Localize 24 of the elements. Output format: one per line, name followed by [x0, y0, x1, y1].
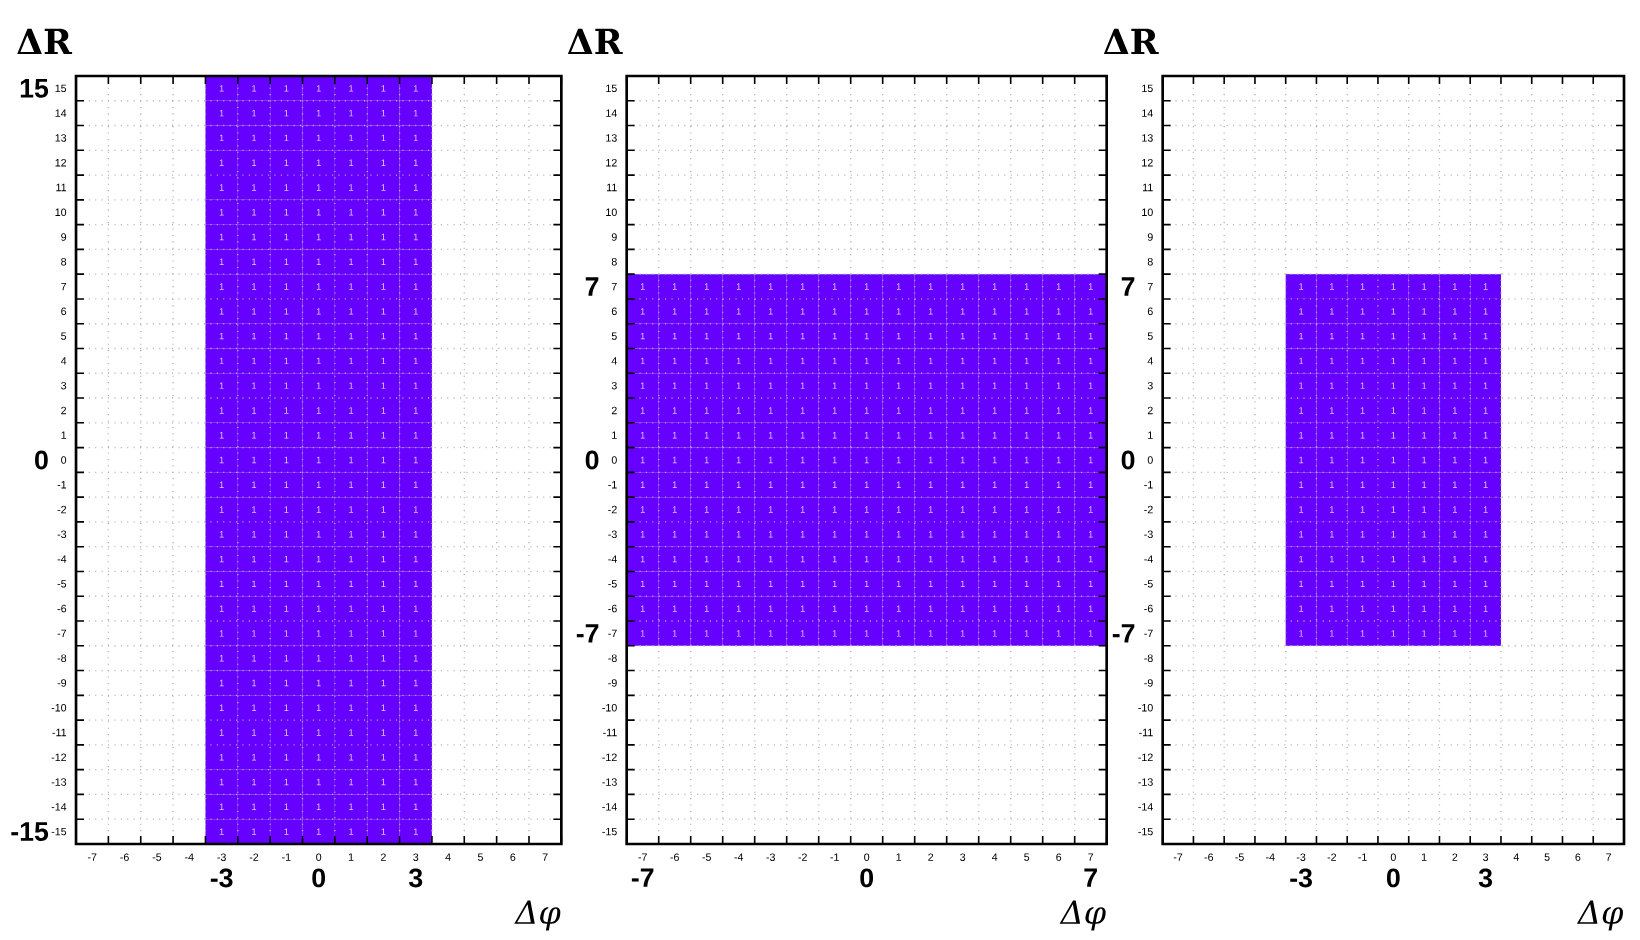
- y-axis-title: ΔR: [17, 28, 73, 55]
- text: 3: [1478, 868, 1493, 888]
- x-axis-title: Δφ: [514, 900, 561, 931]
- text: 0: [312, 868, 326, 888]
- text: 7: [1121, 277, 1135, 296]
- text: -7: [1112, 624, 1135, 643]
- text: 15: [20, 79, 49, 98]
- text: 0: [860, 868, 874, 888]
- text: -7: [631, 868, 654, 887]
- y-axis-title: ΔR: [567, 28, 623, 55]
- text: 3: [408, 868, 423, 888]
- text: -7: [576, 624, 599, 643]
- text: 7: [1084, 868, 1097, 887]
- text: 0: [35, 450, 48, 470]
- text: 0: [1121, 450, 1135, 470]
- text: 7: [585, 277, 599, 296]
- y-axis-title: ΔR: [1103, 28, 1159, 55]
- x-axis-title: Δφ: [1059, 900, 1106, 931]
- text: -15: [11, 822, 49, 841]
- text: 0: [585, 450, 599, 470]
- text: -3: [1290, 868, 1312, 888]
- text: -3: [210, 868, 233, 888]
- text: 0: [1386, 868, 1400, 888]
- x-axis-title: Δφ: [1576, 900, 1623, 931]
